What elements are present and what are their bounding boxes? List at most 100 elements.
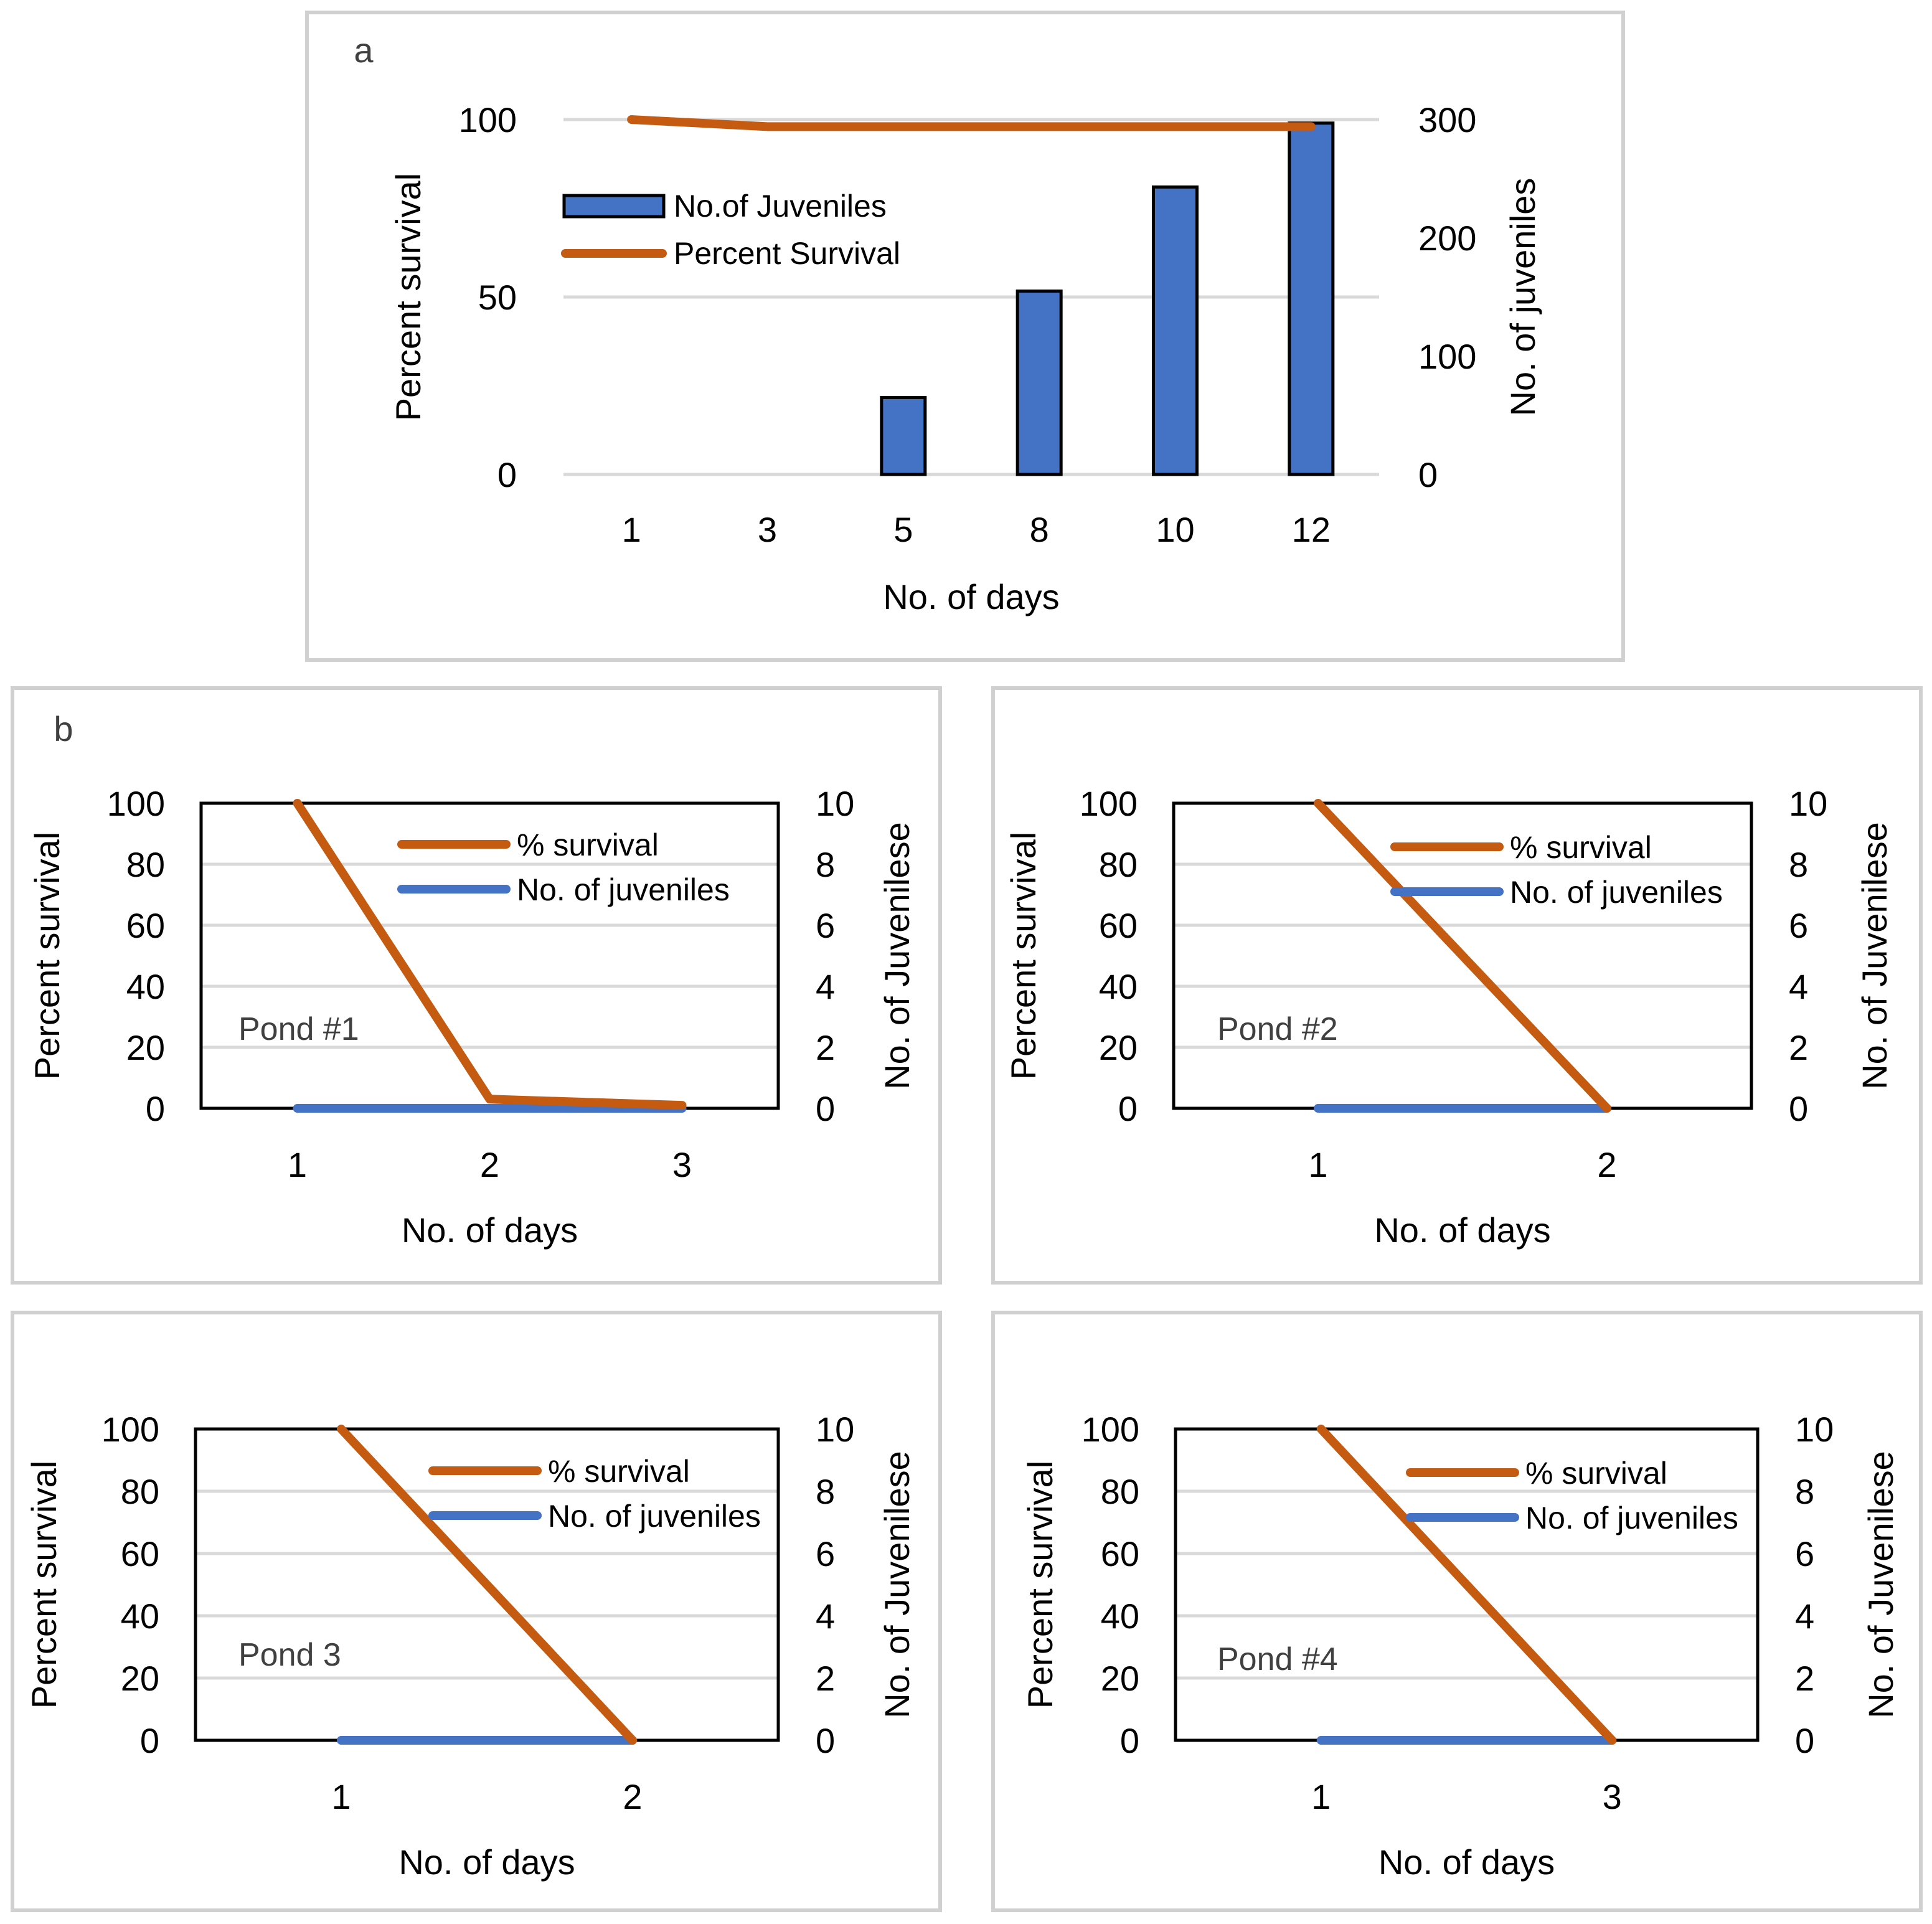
y2-axis-label: No. of Juvenilese (877, 1451, 917, 1719)
y-tick-label: 0 (497, 455, 517, 494)
y2-tick-label: 2 (816, 1659, 835, 1698)
panel-frame (11, 1311, 942, 1912)
x-tick-label: 12 (1292, 510, 1331, 549)
bar (1015, 290, 1063, 476)
x-tick-label: 1 (288, 1145, 307, 1184)
y2-axis-label: No. of juveniles (1503, 178, 1542, 417)
x-tick-label: 8 (1030, 510, 1049, 549)
series-line-survival (293, 799, 687, 1110)
y2-tick-label: 8 (1795, 1472, 1814, 1511)
y2-tick-label: 0 (816, 1721, 835, 1760)
series-line-survival (1314, 799, 1611, 1113)
y-tick-label: 20 (1099, 1028, 1138, 1067)
legend-label-juveniles: No. of juveniles (1525, 1501, 1738, 1535)
y2-tick-label: 2 (1789, 1028, 1808, 1067)
y-tick-label: 100 (1081, 1410, 1139, 1449)
y-axis-label: Percent survival (1020, 1461, 1060, 1709)
y-tick-label: 80 (1101, 1472, 1139, 1511)
x-tick-label: 2 (480, 1145, 499, 1184)
legend-label-survival: % survival (1510, 830, 1652, 865)
y-tick-label: 100 (459, 100, 517, 139)
y-tick-label: 80 (126, 845, 165, 884)
x-tick-label: 3 (1603, 1777, 1622, 1816)
y2-tick-label: 6 (816, 906, 835, 945)
x-tick-label: 2 (1597, 1145, 1616, 1184)
y-axis-label: Percent survival (389, 173, 428, 421)
y2-tick-label: 4 (1789, 967, 1808, 1006)
x-axis-label: No. of days (402, 1210, 578, 1250)
y2-tick-label: 8 (816, 845, 835, 884)
bar (1288, 121, 1335, 476)
y2-tick-label: 8 (1789, 845, 1808, 884)
x-tick-label: 1 (331, 1777, 351, 1816)
y2-tick-label: 6 (816, 1534, 835, 1573)
y-tick-label: 20 (121, 1659, 159, 1698)
y-tick-label: 60 (1099, 906, 1138, 945)
x-tick-label: 1 (1311, 1777, 1331, 1816)
panel-frame (991, 1311, 1923, 1912)
x-tick-label: 1 (1308, 1145, 1327, 1184)
y-tick-label: 40 (1101, 1596, 1139, 1636)
legend-label-juveniles: No. of juveniles (1510, 875, 1723, 910)
x-tick-label: 2 (623, 1777, 642, 1816)
y2-tick-label: 0 (1418, 455, 1438, 494)
chart-a: a 0 50 100 0 100 200 300 1 3 5 8 10 12 No. of days Perc… (305, 11, 1625, 662)
y-axis-label: Percent survival (27, 832, 67, 1080)
y2-axis-label: No. of Juvenilese (1855, 822, 1894, 1090)
x-tick-label: 3 (758, 510, 777, 549)
panel-label-b: b (54, 709, 73, 748)
y2-tick-label: 0 (816, 1089, 835, 1128)
x-axis-label: No. of days (883, 577, 1059, 616)
series-line-survival (337, 1425, 637, 1745)
y2-tick-label: 6 (1789, 906, 1808, 945)
y-tick-label: 60 (126, 906, 165, 945)
x-axis-label: No. of days (1374, 1210, 1550, 1250)
y2-tick-label: 10 (816, 1410, 854, 1449)
legend-label-juveniles: No. of juveniles (548, 1499, 761, 1534)
y-tick-label: 0 (146, 1089, 165, 1128)
legend-label-survival: Percent Survival (674, 236, 900, 271)
y-tick-label: 100 (107, 784, 165, 823)
y-tick-label: 20 (1101, 1659, 1139, 1698)
y2-tick-label: 4 (816, 967, 835, 1006)
y-tick-label: 0 (140, 1721, 159, 1760)
x-tick-label: 10 (1156, 510, 1194, 549)
y2-tick-label: 4 (816, 1596, 835, 1636)
x-tick-label: 1 (622, 510, 641, 549)
panel-label-a: a (354, 31, 374, 70)
x-tick-label: 5 (893, 510, 913, 549)
y-tick-label: 0 (1120, 1721, 1139, 1760)
y-tick-label: 40 (1099, 967, 1138, 1006)
x-tick-label: 3 (672, 1145, 692, 1184)
y2-tick-label: 100 (1418, 337, 1476, 376)
x-axis-label: No. of days (1378, 1842, 1555, 1882)
y2-axis-label: No. of Juvenilese (1861, 1451, 1900, 1719)
y-tick-label: 20 (126, 1028, 165, 1067)
y2-tick-label: 0 (1789, 1089, 1808, 1128)
pond-annotation: Pond #1 (238, 1011, 359, 1047)
y2-tick-label: 300 (1418, 100, 1476, 139)
y-tick-label: 60 (121, 1534, 159, 1573)
chart-b4: 0 20 40 60 80 100 0 2 4 6 8 10 1 3 No. of days Percent … (991, 1311, 1923, 1912)
y2-axis-label: No. of Juvenilese (877, 822, 917, 1090)
bar (880, 396, 927, 476)
y2-tick-label: 200 (1418, 219, 1476, 258)
y2-tick-label: 4 (1795, 1596, 1814, 1636)
y2-tick-label: 8 (816, 1472, 835, 1511)
y-tick-label: 0 (1118, 1089, 1138, 1128)
legend-label-juveniles: No.of Juveniles (674, 189, 887, 224)
y-axis-label: Percent survival (24, 1461, 64, 1709)
y2-tick-label: 2 (816, 1028, 835, 1067)
y-tick-label: 100 (1080, 784, 1138, 823)
y-tick-label: 50 (478, 278, 517, 317)
y2-tick-label: 0 (1795, 1721, 1814, 1760)
pond-annotation: Pond #2 (1217, 1011, 1338, 1047)
y-tick-label: 40 (126, 967, 165, 1006)
legend-label-survival: % survival (1525, 1456, 1667, 1491)
y-tick-label: 80 (1099, 845, 1138, 884)
y-tick-label: 80 (121, 1472, 159, 1511)
x-axis-label: No. of days (398, 1842, 575, 1882)
series-line-survival (1316, 1425, 1617, 1745)
